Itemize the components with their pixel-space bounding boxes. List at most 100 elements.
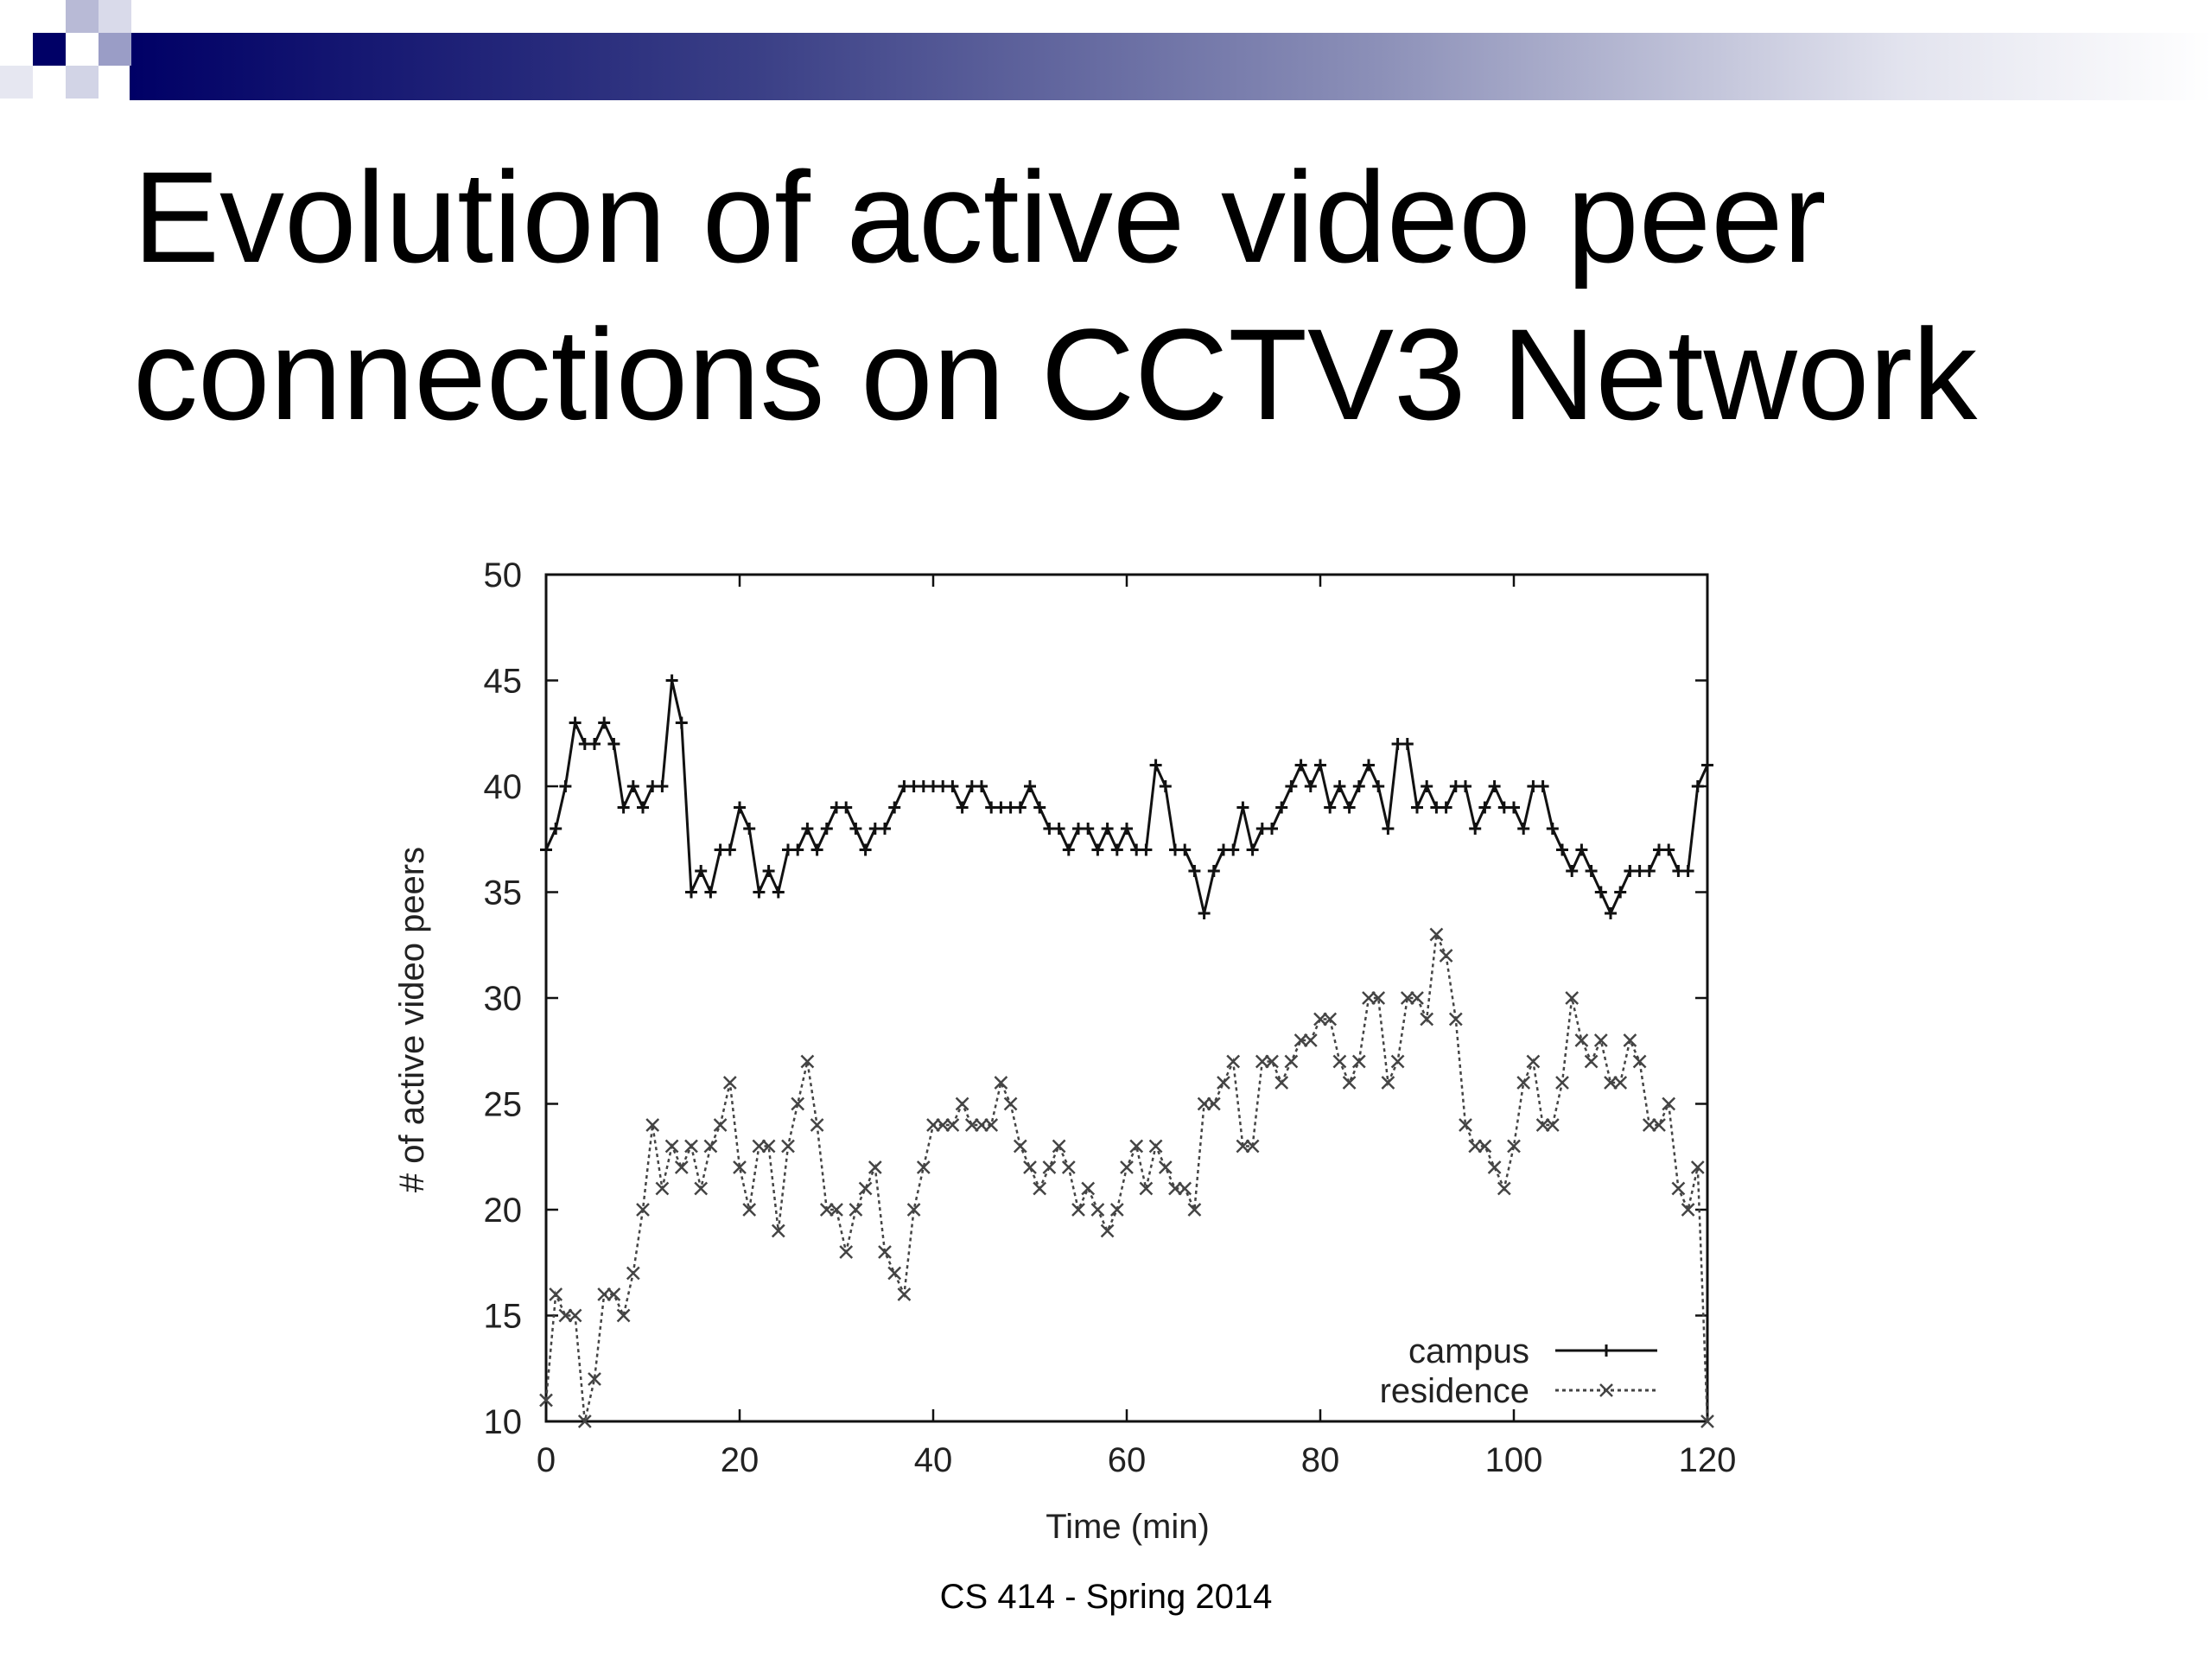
residence-point [1245, 1139, 1260, 1154]
campus-point [617, 801, 630, 814]
residence-point [771, 1224, 785, 1238]
campus-point [1110, 843, 1123, 856]
campus-point [1469, 823, 1482, 835]
campus-point [626, 780, 639, 792]
campus-point [1062, 843, 1075, 856]
campus-point [1691, 780, 1704, 792]
residence-point [1158, 1160, 1173, 1174]
residence-point [674, 1160, 689, 1174]
campus-point [1343, 801, 1356, 814]
residence-point [984, 1118, 999, 1132]
residence-point [1516, 1076, 1531, 1090]
x-tick-label: 20 [721, 1441, 760, 1479]
residence-point [1332, 1054, 1347, 1069]
residence-point [975, 1118, 988, 1132]
residence-line [544, 930, 1709, 1422]
residence-point [1217, 1076, 1230, 1090]
residence-point [1371, 991, 1386, 1005]
residence-point [964, 1118, 979, 1132]
campus-point [753, 886, 766, 899]
campus-point [1701, 759, 1713, 772]
campus-point [1440, 801, 1452, 814]
residence-point [607, 1287, 621, 1301]
residence-point [549, 1287, 563, 1301]
campus-point [1314, 759, 1326, 772]
residence-point [1351, 1054, 1366, 1069]
residence-point [1090, 1203, 1105, 1217]
residence-point [1342, 1076, 1357, 1090]
residence-point [1255, 1054, 1269, 1069]
residence-point [878, 1245, 892, 1259]
campus-point [695, 865, 708, 877]
residence-point [1003, 1096, 1018, 1111]
campus-point [1536, 780, 1549, 792]
axis-ticks: 0 20 40 60 80 100 120 10 15 20 25 30 35 40 45 50 [484, 556, 1737, 1479]
slide-title-line-1: Evolution of active video peer [133, 144, 1827, 289]
campus-point [1363, 759, 1375, 772]
campus-point [1488, 780, 1501, 792]
residence-point [868, 1160, 882, 1174]
campus-point [1207, 865, 1220, 877]
campus-point [1546, 823, 1559, 835]
residence-point [1459, 1118, 1472, 1132]
campus-point [1382, 823, 1395, 835]
campus-point [1275, 801, 1288, 814]
residence-point [1478, 1139, 1492, 1154]
campus-point [1227, 843, 1240, 856]
residence-point [1178, 1181, 1192, 1196]
y-axis-label: # of active video peers [393, 847, 431, 1192]
campus-point [1179, 843, 1192, 856]
campus-point [1285, 780, 1298, 792]
campus-point [1605, 907, 1617, 919]
campus-point [791, 843, 804, 856]
campus-point [1091, 843, 1104, 856]
campus-point [888, 801, 901, 814]
campus-point [685, 886, 697, 899]
residence-point [722, 1076, 737, 1090]
x-tick-label: 60 [1108, 1441, 1147, 1479]
residence-point [1671, 1181, 1686, 1196]
y-tick-label: 25 [484, 1086, 523, 1124]
campus-point [1614, 886, 1627, 899]
residence-point [761, 1139, 776, 1154]
campus-point [1643, 865, 1656, 877]
campus-point [801, 823, 814, 835]
campus-point [1121, 823, 1133, 835]
residence-point [819, 1203, 834, 1217]
campus-point [1014, 801, 1027, 814]
residence-point [1303, 1033, 1318, 1047]
residence-point [1642, 1118, 1656, 1132]
residence-point [1662, 1096, 1676, 1111]
residence-point [906, 1203, 921, 1217]
campus-point [607, 738, 620, 750]
residence-point [626, 1266, 640, 1281]
x-tick-label: 100 [1485, 1441, 1543, 1479]
residence-point [1023, 1160, 1037, 1174]
residence-point [1323, 1012, 1338, 1027]
residence-point [1381, 1076, 1395, 1090]
residence-point [1410, 991, 1424, 1005]
residence-point [655, 1181, 670, 1196]
campus-point [743, 823, 756, 835]
residence-point [558, 1308, 573, 1323]
residence-point [1052, 1139, 1066, 1154]
residence-point [733, 1160, 747, 1174]
campus-point [772, 886, 785, 899]
campus-point [1159, 780, 1172, 792]
campus-point [1575, 843, 1588, 856]
campus-point [1246, 843, 1259, 856]
residence-point [645, 1118, 660, 1132]
residence-point [1284, 1054, 1299, 1069]
campus-point [1556, 843, 1568, 856]
campus-point [810, 843, 823, 856]
residence-point [636, 1203, 650, 1217]
residence-point [1632, 1054, 1647, 1069]
campus-point [588, 738, 601, 750]
residence-point [1129, 1139, 1144, 1154]
plot-area-border [544, 573, 1709, 1423]
y-tick-label: 20 [484, 1192, 523, 1230]
residence-point [588, 1372, 601, 1386]
y-tick-label: 50 [484, 556, 523, 594]
residence-point [539, 1393, 553, 1408]
